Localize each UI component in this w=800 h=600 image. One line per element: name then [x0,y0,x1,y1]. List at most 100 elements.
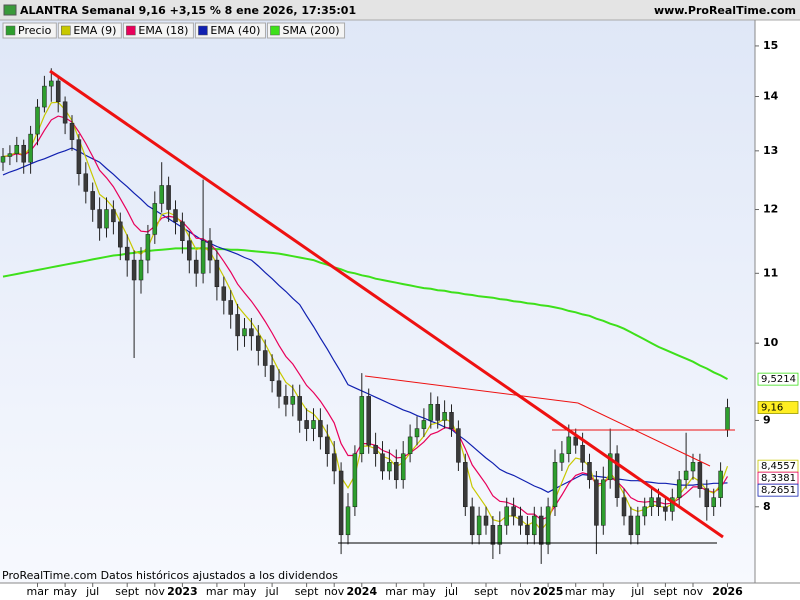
candle-body [221,286,227,301]
chart-title: ALANTRA Semanal 9,16 +3,15 % 8 ene 2026,… [20,4,356,17]
candle-body [69,122,75,140]
candle-body [90,191,95,210]
legend-box [2,22,57,39]
x-tick-label: nov [683,585,704,598]
candle-body [262,350,268,366]
candle-body [76,139,82,175]
x-tick-label: nov [324,585,345,598]
footer-note: ProRealTime.com Datos históricos ajustad… [2,569,338,582]
candle-body [14,144,20,154]
drawings [49,69,735,544]
candle-body [421,420,427,429]
legend-swatch [5,25,16,36]
candle-body [580,445,585,463]
candle-body [559,453,565,463]
x-tick-label: sept [654,585,678,598]
candle-body [704,488,710,508]
x-tick-label: nov [510,585,531,598]
candle-body [235,314,240,337]
candle-body [690,462,696,472]
x-tick-label: 2025 [533,585,564,598]
header-icon [3,4,17,16]
candle-body [394,462,399,481]
candle-body [104,209,109,229]
candle-body [276,380,282,397]
value-tag-label: 9,5214 [761,374,796,385]
candle-body [380,453,385,472]
candle-body [366,396,371,446]
x-tick-label: mar [27,585,49,598]
candle-body [269,365,275,382]
candle-body [718,470,723,498]
candle-body [476,515,482,536]
candle-body [166,185,171,210]
x-tick-label: nov [145,585,166,598]
y-tick-label: 10 [763,336,779,349]
value-tag-label: 9,16 [761,403,783,414]
trend-line [364,375,579,404]
candle-body [552,462,558,508]
candle-body [656,497,661,508]
candle-body [497,525,503,545]
candle-body [628,515,634,536]
legend-item: EMA (18) [122,22,194,39]
candle-body [242,328,247,337]
candle-body [304,420,309,429]
candle-body [180,221,185,241]
candle-body [407,436,413,455]
candle-body [325,436,330,455]
candle-body [449,412,454,429]
trend-line [49,69,724,539]
value-tag-label: 8,4557 [761,461,796,472]
candle-body [297,396,302,421]
candle-body [538,515,544,545]
candle-body [124,246,130,261]
ma-line [2,101,729,532]
candle-body [607,453,613,481]
y-tick-label: 8 [763,500,771,513]
x-tick-label: mar [385,585,407,598]
candle-body [518,515,523,526]
x-tick-label: jul [265,585,279,598]
legend-item: EMA (40) [194,22,266,39]
legend-label: SMA (200) [282,24,339,37]
candle-body [207,240,213,261]
candle-body [642,506,647,517]
y-tick-label: 13 [763,144,778,157]
y-tick-label: 14 [763,90,779,103]
legend-swatch [126,25,136,36]
x-tick-label: jul [630,585,644,598]
candle-body [283,396,289,405]
x-tick-label: mar [565,585,587,598]
candle-body [490,525,496,545]
candle-body [256,335,261,351]
candle-body [214,259,220,288]
candle-body [545,506,551,545]
candle-body [428,404,434,421]
candle-body [228,300,233,315]
value-tag [757,372,799,386]
candle-body [318,420,323,438]
candle-body [187,240,192,261]
x-tick-label: 2023 [167,585,198,598]
candle-body [469,506,475,536]
candle-body [338,470,344,536]
x-tick-label: 2026 [712,585,743,598]
legend-label: EMA (18) [138,24,188,37]
ma-line [2,115,729,521]
candle-body [532,515,537,536]
candle-body [145,234,151,261]
candle-body [21,144,26,163]
candle-body [193,259,199,274]
value-tag [757,401,799,414]
x-tick-label: may [412,585,436,598]
x-tick-label: may [233,585,257,598]
candle-body [587,462,592,481]
candle-body [649,497,654,508]
marks [0,68,730,564]
candle-body [0,156,6,163]
legend-swatch [270,25,280,36]
candle-body [249,328,254,337]
